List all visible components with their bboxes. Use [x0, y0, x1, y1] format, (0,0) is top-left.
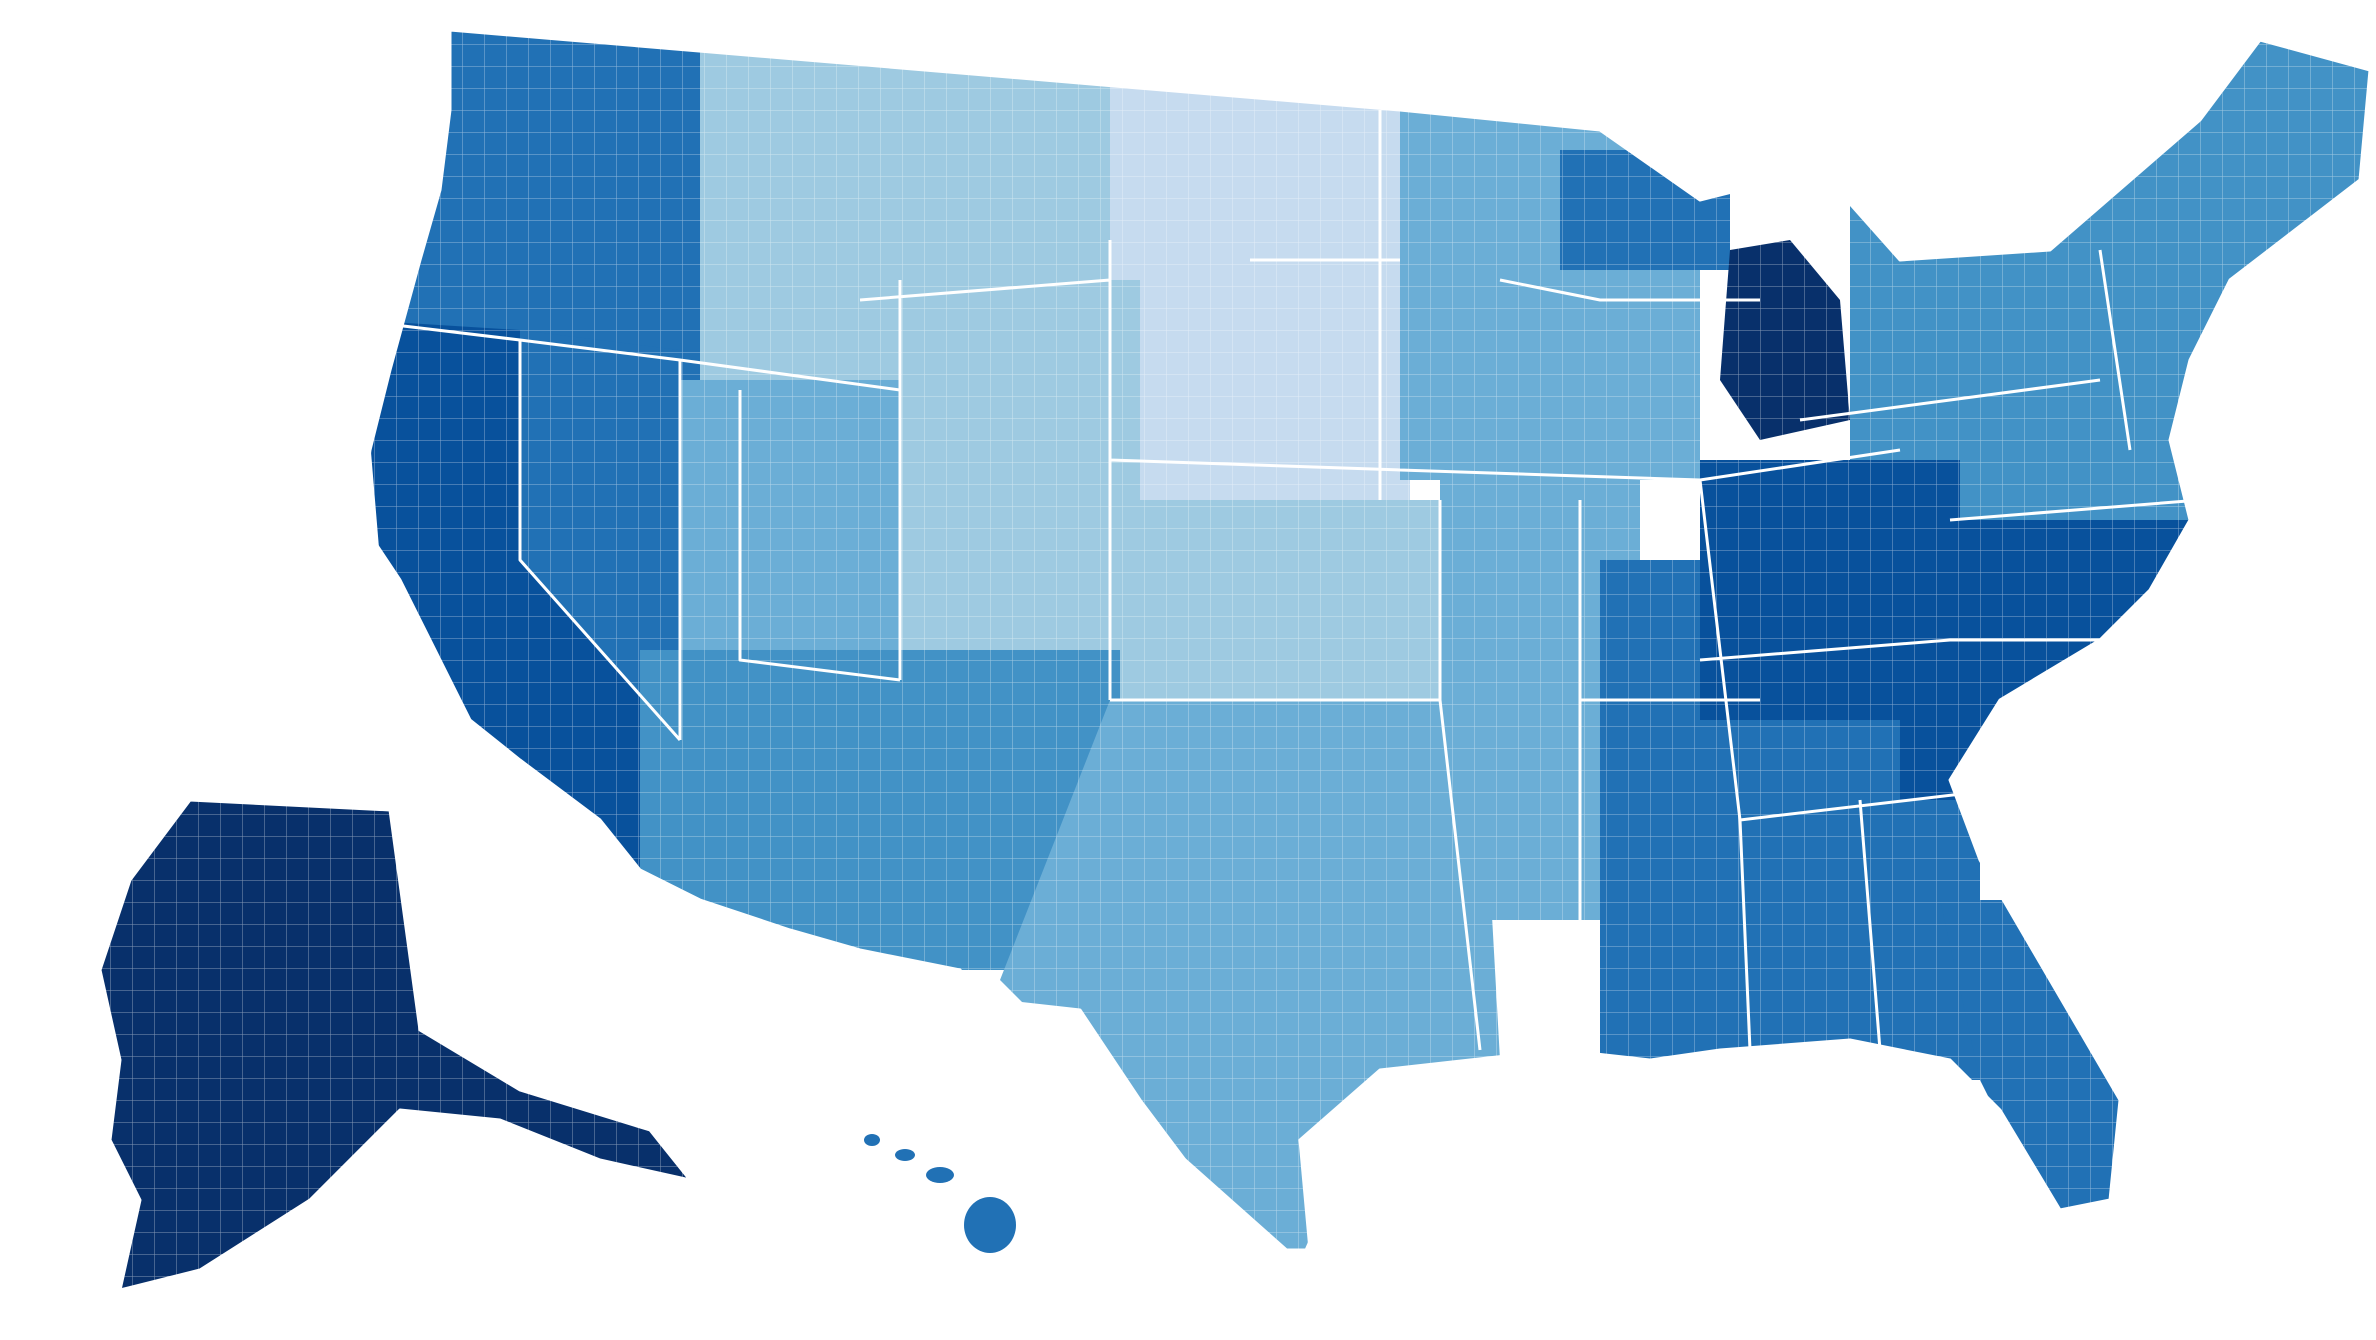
conus-outline: [358, 28, 2372, 1252]
region-hawaii-maui: [926, 1167, 954, 1183]
region-hawaii-kauai: [864, 1134, 880, 1146]
border-lines: [394, 110, 2201, 1051]
region-hawaii-oahu: [895, 1149, 915, 1161]
alaska-county-grid: [100, 800, 690, 1290]
hawaii-group: [864, 1134, 1016, 1253]
alaska-outline: [98, 798, 692, 1292]
state-borders: [98, 28, 2372, 1292]
alaska-group: [100, 800, 690, 1290]
region-hawaii-big-island: [964, 1197, 1016, 1253]
